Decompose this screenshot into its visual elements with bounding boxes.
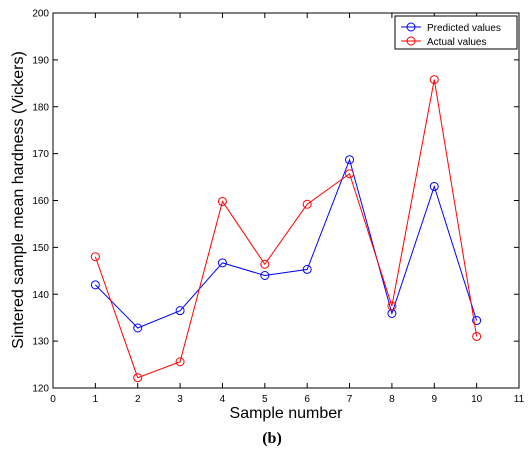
data-point-actual — [260, 259, 270, 269]
y-axis-title: Sintered sample mean hardness (Vickers) — [10, 51, 27, 349]
y-tick-label: 170 — [32, 149, 49, 160]
x-tick-label: 6 — [304, 394, 310, 405]
data-point-predicted — [260, 271, 270, 280]
data-point-actual — [345, 169, 355, 179]
y-tick-label: 130 — [32, 337, 49, 348]
x-tick-label: 9 — [431, 394, 437, 405]
y-tick-label: 150 — [32, 243, 49, 254]
x-axis-title: Sample number — [230, 405, 344, 422]
data-point-predicted — [217, 258, 227, 268]
series-line-predicted — [95, 158, 478, 329]
x-tick-label: 1 — [93, 394, 99, 405]
data-point-predicted — [472, 316, 482, 325]
data-point-actual — [175, 357, 185, 367]
legend-label-predicted: Predicted values — [427, 23, 501, 34]
figure-caption: (b) — [262, 430, 282, 447]
data-point-predicted — [429, 181, 439, 191]
legend-box — [394, 15, 518, 50]
y-tick-label: 140 — [32, 290, 49, 301]
data-point-actual — [472, 331, 482, 341]
data-point-predicted — [133, 323, 143, 333]
y-tick-label: 180 — [32, 102, 49, 113]
data-point-predicted — [90, 280, 100, 290]
x-tick-label: 4 — [220, 394, 226, 405]
data-point-actual — [217, 196, 227, 206]
legend: Predicted values Actual values — [394, 15, 518, 50]
x-tick-label: 7 — [347, 394, 353, 405]
y-tick-label: 120 — [32, 384, 49, 395]
data-point-actual — [133, 373, 143, 383]
legend-label-actual: Actual values — [427, 37, 486, 48]
x-tick-label: 3 — [177, 394, 183, 405]
legend-marker-actual — [406, 36, 416, 46]
x-tick-label: 8 — [389, 394, 395, 405]
x-tick-label: 5 — [262, 394, 268, 405]
series-layer — [90, 75, 482, 383]
data-point-actual — [387, 301, 397, 311]
x-tick-label: 2 — [135, 394, 141, 405]
x-tick-label: 0 — [50, 394, 56, 405]
data-point-predicted — [302, 264, 312, 274]
data-point-actual — [90, 252, 100, 262]
x-tick-label: 11 — [514, 394, 525, 405]
y-tick-label: 200 — [32, 9, 49, 20]
data-point-actual — [429, 75, 439, 85]
data-point-actual — [302, 199, 312, 209]
x-ticks: 0 1 2 3 4 5 6 7 8 9 10 11 — [50, 13, 525, 405]
data-point-predicted — [175, 306, 185, 316]
y-ticks: 120 130 140 150 160 170 180 190 200 — [32, 9, 519, 395]
data-point-predicted — [345, 155, 355, 165]
legend-marker-predicted — [406, 22, 416, 32]
series-line-actual — [94, 79, 478, 379]
x-tick-label: 10 — [471, 394, 483, 405]
y-tick-label: 190 — [32, 55, 49, 66]
plot-frame — [52, 12, 520, 389]
y-tick-label: 160 — [32, 196, 49, 207]
